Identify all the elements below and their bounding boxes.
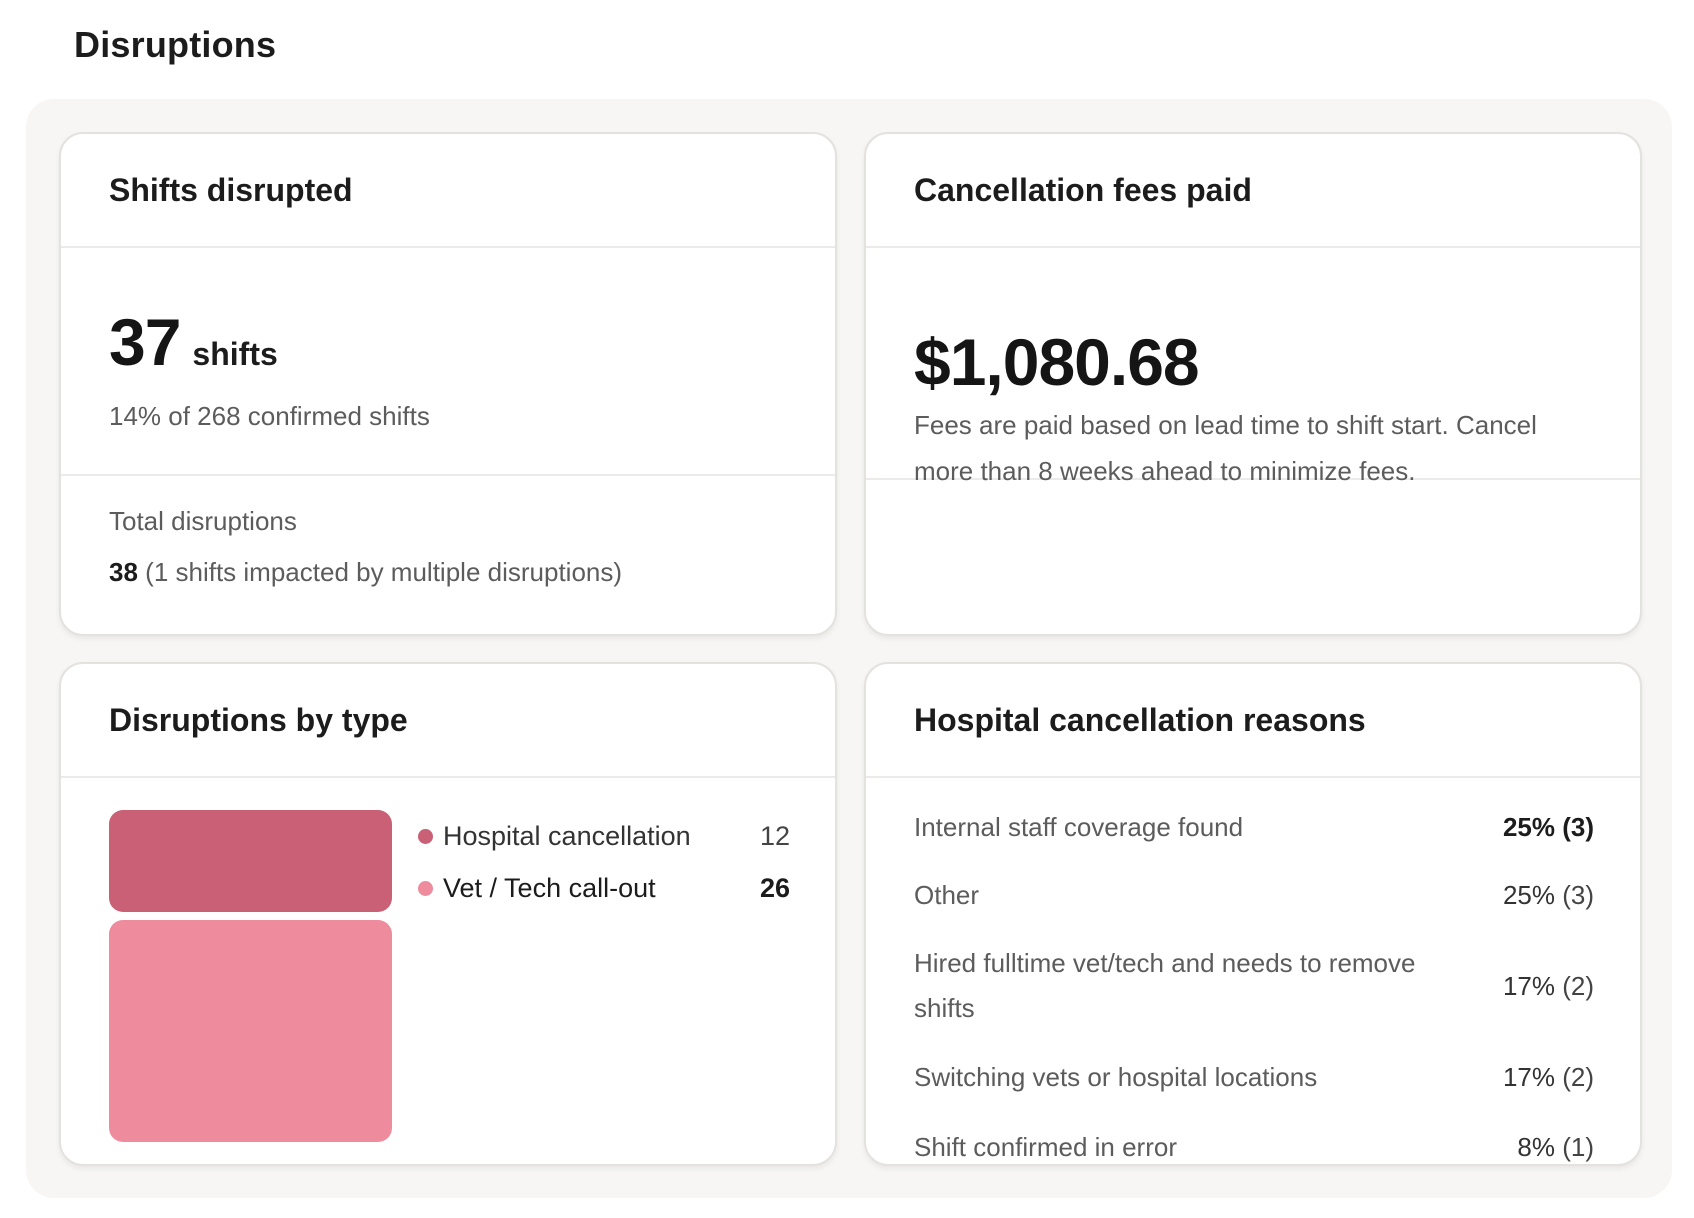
- cancellation-reasons-card: Hospital cancellation reasons Internal s…: [864, 662, 1642, 1166]
- reason-label: Shift confirmed in error: [914, 1131, 1177, 1162]
- shifts-metric: 37 shifts 14% of 268 confirmed shifts: [61, 248, 835, 476]
- list-item: Hired fulltime vet/tech and needs to rem…: [914, 930, 1594, 1042]
- hospital-cancellation-dot-icon: [418, 828, 433, 844]
- list-item: Internal staff coverage found 25% (3): [914, 794, 1594, 860]
- list-item: Switching vets or hospital locations 17%…: [914, 1042, 1594, 1112]
- reason-value: 25% (3): [1503, 812, 1594, 843]
- shifts-subtitle: 14% of 268 confirmed shifts: [109, 401, 430, 431]
- list-item: Shift confirmed in error 8% (1): [914, 1112, 1594, 1164]
- reason-label: Other: [914, 879, 980, 910]
- total-disruptions-value: 38: [109, 557, 138, 587]
- reason-value: 17% (2): [1503, 971, 1594, 1002]
- total-disruptions: Total disruptions 38 (1 shifts impacted …: [109, 506, 622, 588]
- reason-value: 17% (2): [1503, 1062, 1594, 1093]
- reason-label: Switching vets or hospital locations: [914, 1061, 1318, 1092]
- page-title: Disruptions: [74, 24, 277, 65]
- reason-count: (3): [1562, 879, 1594, 910]
- reason-value: 25% (3): [1503, 880, 1594, 911]
- legend-label: Hospital cancellation: [443, 820, 691, 851]
- list-item: Other 25% (3): [914, 860, 1594, 930]
- shifts-disrupted-title: Shifts disrupted: [61, 134, 835, 248]
- disruption-type-legend: Hospital cancellation 12 Vet / Tech call…: [418, 810, 790, 914]
- disruption-type-chart: [109, 810, 392, 1150]
- cancellation-fees-note: Fees are paid based on lead time to shif…: [914, 410, 1537, 486]
- cancellation-reasons-list: Internal staff coverage found 25% (3) Ot…: [914, 794, 1594, 1164]
- cancellation-fees-title: Cancellation fees paid: [866, 134, 1640, 248]
- total-disruptions-line: 38 (1 shifts impacted by multiple disrup…: [109, 557, 622, 588]
- cancellation-fees-value: $1,080.68: [914, 325, 1200, 399]
- legend-count: 26: [759, 872, 790, 903]
- type-bar-vet-tech-call-out: [109, 920, 392, 1142]
- reason-count: (3): [1562, 811, 1594, 842]
- reason-label: Hired fulltime vet/tech and needs to rem…: [914, 948, 1416, 1023]
- reason-pct: 17%: [1502, 970, 1555, 1001]
- reason-pct: 8%: [1517, 1131, 1555, 1162]
- disruptions-by-type-card: Disruptions by type Hospital cancellatio…: [59, 662, 837, 1166]
- cancellation-fees-card: Cancellation fees paid $1,080.68 Fees ar…: [864, 132, 1642, 636]
- type-bar-hospital-cancellation: [109, 810, 392, 912]
- fees-metric: $1,080.68: [866, 248, 1640, 480]
- legend-item-vet-tech-call-out: Vet / Tech call-out 26: [418, 862, 790, 914]
- reason-pct: 25%: [1502, 879, 1555, 910]
- total-disruptions-note: (1 shifts impacted by multiple disruptio…: [145, 557, 623, 587]
- legend-label: Vet / Tech call-out: [443, 872, 656, 903]
- shifts-disrupted-card: Shifts disrupted 37 shifts 14% of 268 co…: [59, 132, 837, 636]
- reason-count: (2): [1562, 970, 1594, 1001]
- reason-label: Internal staff coverage found: [914, 811, 1244, 842]
- legend-count: 12: [759, 820, 790, 851]
- total-disruptions-label: Total disruptions: [109, 506, 297, 536]
- shifts-disrupted-value: 37: [109, 305, 181, 379]
- reason-count: (2): [1562, 1061, 1594, 1092]
- legend-item-hospital-cancellation: Hospital cancellation 12: [418, 810, 790, 862]
- reason-pct: 17%: [1502, 1061, 1555, 1092]
- disruptions-by-type-title: Disruptions by type: [61, 664, 835, 778]
- shifts-unit: shifts: [192, 336, 278, 372]
- reason-count: (1): [1562, 1131, 1594, 1162]
- cancellation-reasons-title: Hospital cancellation reasons: [866, 664, 1640, 778]
- reason-value: 8% (1): [1517, 1132, 1594, 1163]
- vet-tech-call-out-dot-icon: [418, 880, 433, 896]
- reason-pct: 25%: [1502, 811, 1555, 842]
